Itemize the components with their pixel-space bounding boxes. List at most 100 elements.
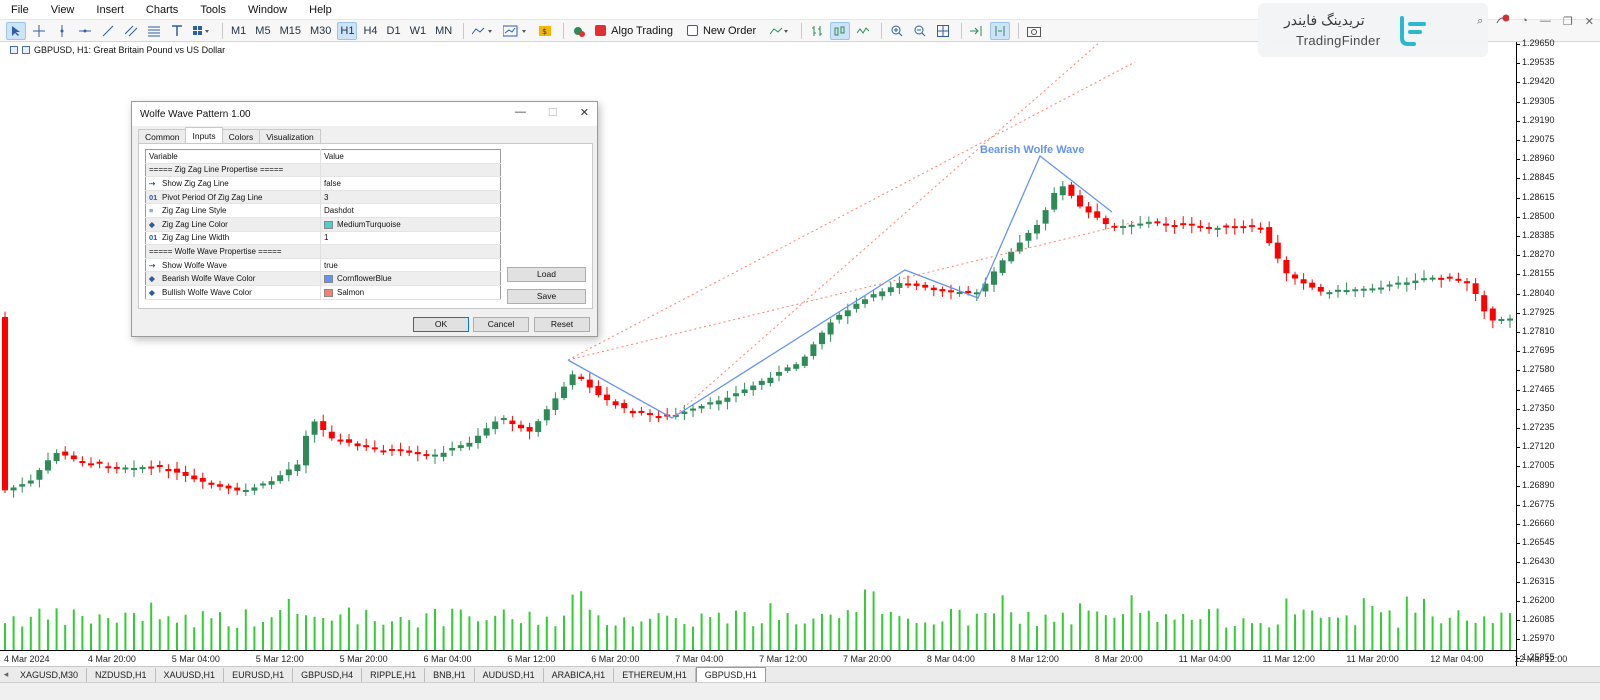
param-row[interactable]: ⇢ Show Zig Zag Line false: [145, 176, 501, 191]
param-value-cell[interactable]: MediumTurquoise: [320, 217, 501, 232]
crosshair-icon[interactable]: [29, 22, 49, 40]
chart-tab[interactable]: RIPPLE,H1: [362, 667, 426, 682]
text-icon[interactable]: [167, 22, 187, 40]
horizontal-line-icon[interactable]: [75, 22, 95, 40]
menu-help[interactable]: Help: [309, 3, 332, 16]
templates-icon[interactable]: [500, 22, 532, 40]
dialog-titlebar[interactable]: Wolfe Wave Pattern 1.00: [132, 102, 597, 126]
account-icon[interactable]: ◔: [1521, 15, 1528, 27]
param-row[interactable]: ≡ Zig Zag Line Style Dashdot: [145, 203, 501, 218]
param-row[interactable]: ===== Wolfe Wave Propertise =====: [145, 244, 501, 259]
cancel-button[interactable]: Cancel: [473, 317, 529, 332]
zoom-out-icon[interactable]: [910, 22, 930, 40]
line-chart-icon[interactable]: [853, 22, 873, 40]
price-chart[interactable]: Bearish Wolfe Wave: [0, 42, 1516, 650]
menu-charts[interactable]: Charts: [145, 3, 179, 16]
restore-icon[interactable]: ❐: [1562, 15, 1573, 28]
candle-body: [113, 466, 120, 469]
time-axis[interactable]: 4 Mar 2024 4 Mar 20:00 5 Mar 04:00 5 Mar 12…: [0, 650, 1567, 666]
param-value-cell[interactable]: false: [320, 176, 501, 191]
market-watch-icon[interactable]: [767, 22, 793, 40]
auto-scroll-icon[interactable]: [967, 22, 987, 40]
new-order-button[interactable]: New Order: [684, 22, 759, 40]
chart-tab[interactable]: ARABICA,H1: [544, 667, 615, 682]
param-row[interactable]: ◆ Bullish Wolfe Wave Color Salmon: [145, 285, 501, 300]
tab-scroll-left-icon[interactable]: ◂: [3, 669, 9, 679]
candlestick-icon[interactable]: [830, 21, 851, 40]
chart-tab[interactable]: EURUSD,H1: [224, 667, 294, 682]
algo-trading-button[interactable]: Algo Trading: [592, 22, 676, 40]
tile-windows-icon[interactable]: [933, 22, 953, 40]
param-value-cell[interactable]: CornflowerBlue: [320, 271, 501, 286]
algo-trading-icon[interactable]: [569, 22, 589, 40]
load-button[interactable]: Load: [507, 267, 586, 282]
timeframe-h4[interactable]: H4: [363, 24, 378, 37]
menu-view[interactable]: View: [50, 3, 75, 16]
close-icon[interactable]: ✕: [1584, 15, 1594, 28]
script-icon[interactable]: $: [535, 22, 555, 40]
tab-visualization[interactable]: Visualization: [259, 129, 321, 144]
param-row[interactable]: 01 Zig Zag Line Width 1: [145, 231, 501, 246]
timeframe-m30[interactable]: M30: [309, 24, 332, 37]
param-row[interactable]: ⇢ Show Wolfe Wave true: [145, 258, 501, 273]
price-axis[interactable]: 1.29650 1.29535 1.29420 1.29305 1.29190 1.290…: [1516, 38, 1600, 668]
chart-tab[interactable]: BNB,H1: [425, 667, 475, 682]
chart-tab[interactable]: XAGUSD,M30: [12, 667, 88, 682]
channel-icon[interactable]: [121, 22, 141, 40]
chart-tab[interactable]: XAUUSD,H1: [156, 667, 225, 682]
chart-tab[interactable]: GBPUSD,H1: [695, 667, 766, 682]
minimize-icon[interactable]: —: [1539, 15, 1551, 27]
param-value-cell[interactable]: true: [320, 258, 501, 273]
bar-chart-icon[interactable]: [807, 22, 827, 40]
chart-shift-icon[interactable]: [990, 21, 1011, 40]
param-value-cell[interactable]: Dashdot: [320, 203, 501, 218]
menu-insert[interactable]: Insert: [96, 3, 124, 16]
chart-tab[interactable]: NZDUSD,H1: [87, 667, 156, 682]
indicators-icon[interactable]: [469, 22, 497, 40]
price-tick-label: 1.29420: [1517, 76, 1555, 87]
volume-bar: [683, 623, 686, 650]
search-icon[interactable]: ⌕: [1477, 14, 1484, 27]
param-value-cell[interactable]: 3: [320, 190, 501, 205]
cursor-icon[interactable]: [6, 21, 26, 40]
fibonacci-icon[interactable]: [144, 22, 164, 40]
chart-tab[interactable]: ETHEREUM,H1: [614, 667, 696, 682]
notifications-icon[interactable]: [1495, 14, 1510, 29]
timeframe-m5[interactable]: M5: [255, 24, 271, 37]
menu-file[interactable]: File: [11, 3, 29, 16]
timeframe-mn[interactable]: MN: [435, 24, 453, 37]
shapes-icon[interactable]: [190, 22, 214, 40]
timeframe-h1[interactable]: H1: [337, 21, 358, 40]
timeframe-m15[interactable]: M15: [279, 24, 301, 37]
param-value-cell[interactable]: 1: [320, 231, 501, 246]
candle-body: [1360, 288, 1367, 291]
param-row[interactable]: ◆ Bearish Wolfe Wave Color CornflowerBlue: [145, 271, 501, 286]
close-icon[interactable]: ✕: [579, 107, 589, 119]
chart-tab[interactable]: GBPUSD,H4: [293, 667, 363, 682]
param-row[interactable]: ◆ Zig Zag Line Color MediumTurquoise: [145, 217, 501, 232]
menu-window[interactable]: Window: [248, 3, 288, 16]
timeframe-w1[interactable]: W1: [409, 24, 427, 37]
param-row[interactable]: 01 Pivot Period Of Zig Zag Line 3: [145, 190, 501, 205]
trendline-icon[interactable]: [98, 22, 118, 40]
ok-button[interactable]: OK: [413, 317, 469, 332]
param-row[interactable]: ===== Zig Zag Line Propertise =====: [145, 163, 501, 178]
minimize-icon[interactable]: —: [514, 106, 526, 118]
timeframe-d1[interactable]: D1: [386, 24, 401, 37]
volume-bar: [692, 626, 694, 650]
timeframe-m1[interactable]: M1: [231, 24, 247, 37]
tab-common[interactable]: Common: [138, 129, 187, 144]
param-value-cell[interactable]: [320, 244, 501, 259]
tab-inputs[interactable]: Inputs: [185, 127, 223, 144]
menu-tools[interactable]: Tools: [200, 3, 226, 16]
chart-tab[interactable]: AUDUSD,H1: [475, 667, 544, 682]
screenshot-icon[interactable]: [1024, 22, 1044, 40]
reset-button[interactable]: Reset: [534, 317, 590, 332]
save-button[interactable]: Save: [507, 289, 586, 304]
vertical-line-icon[interactable]: [52, 22, 72, 40]
zoom-in-icon[interactable]: [887, 22, 907, 40]
param-value-cell[interactable]: Salmon: [320, 285, 501, 300]
volume-bar: [124, 612, 127, 650]
tab-colors[interactable]: Colors: [221, 129, 261, 144]
param-value-cell[interactable]: [320, 163, 501, 178]
